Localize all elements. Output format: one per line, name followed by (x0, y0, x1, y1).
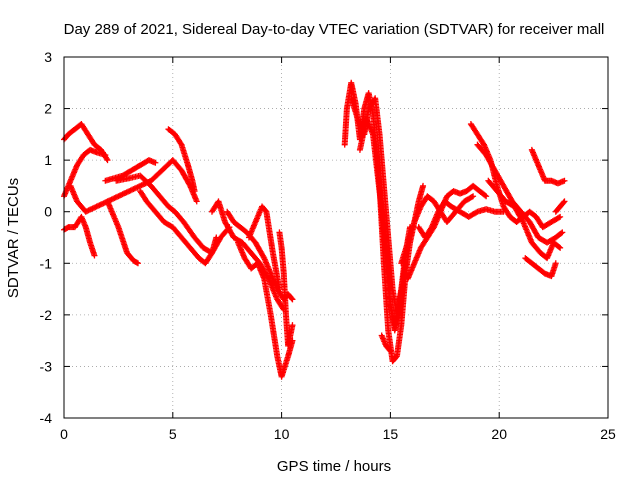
series-arc-9 (137, 188, 220, 267)
series-arc-7 (165, 126, 198, 195)
data-point (470, 193, 477, 200)
series-arc-19 (378, 332, 394, 354)
y-tick-label: 1 (44, 152, 52, 168)
data-point (191, 188, 198, 195)
data-point (561, 177, 568, 184)
data-point (552, 260, 559, 267)
data-point (560, 199, 567, 206)
y-tick-label: 0 (44, 204, 52, 220)
series-arc-13 (245, 203, 283, 293)
series-arc-1 (61, 121, 111, 164)
series-arc-26 (522, 255, 559, 280)
x-axis-title: GPS time / hours (277, 458, 391, 475)
series-arc-5 (102, 157, 159, 184)
plot-frame (63, 56, 609, 419)
y-tick-label: -3 (40, 358, 53, 374)
x-tick-label: 0 (60, 426, 68, 442)
data-point (473, 209, 480, 216)
chart-title: Day 289 of 2021, Sidereal Day-to-day VTE… (64, 21, 605, 38)
data-point (519, 217, 526, 224)
data-point (134, 260, 141, 267)
x-tick-label: 10 (274, 426, 290, 442)
data-point (387, 347, 394, 354)
series-arc-22 (415, 198, 507, 241)
data-point (561, 198, 568, 205)
data-point (91, 252, 98, 259)
data-point (208, 251, 215, 258)
series-arc-27 (528, 146, 568, 187)
data-point (104, 157, 111, 164)
data-point (386, 346, 393, 353)
data-point (289, 296, 296, 303)
data-point (468, 193, 475, 200)
series-arc-12 (235, 239, 296, 380)
data-point (557, 244, 564, 251)
series-arc-3 (61, 213, 98, 259)
data-point (260, 253, 267, 260)
data-point (288, 295, 295, 302)
series-arc-14 (276, 229, 296, 349)
data-point (102, 151, 109, 158)
data-point (556, 243, 563, 250)
data-point (482, 192, 489, 199)
series-arc-25 (485, 177, 564, 262)
data-point (420, 182, 427, 189)
data-point (559, 229, 566, 236)
y-tick-label: 2 (44, 101, 52, 117)
data-marks (61, 79, 568, 380)
data-point (289, 322, 296, 329)
y-tick-label: -1 (40, 255, 53, 271)
data-point (177, 140, 184, 147)
y-tick-label: 3 (44, 49, 52, 65)
data-point (193, 198, 200, 205)
series-arc-11 (224, 208, 296, 303)
data-point (152, 159, 159, 166)
series-arc-10 (208, 198, 287, 313)
data-point (555, 214, 562, 221)
x-tick-label: 5 (169, 426, 177, 442)
y-tick-label: -4 (40, 410, 53, 426)
data-point (103, 155, 110, 162)
series-arc-28 (552, 198, 568, 215)
y-tick-label: -2 (40, 307, 53, 323)
x-tick-label: 25 (600, 426, 616, 442)
data-point (213, 234, 220, 241)
data-point (276, 286, 283, 293)
data-point (558, 230, 565, 237)
data-point (483, 193, 490, 200)
series-arc-24 (474, 141, 566, 246)
data-point (557, 213, 564, 220)
series-arc-18 (376, 182, 427, 365)
axis-ticks: 0 5 10 15 20 25 -4 -3 -2 -1 0 1 2 3 (40, 49, 616, 442)
x-tick-label: 20 (491, 426, 507, 442)
y-axis-title: SDTVAR / TECUs (5, 178, 22, 298)
x-tick-label: 15 (383, 426, 399, 442)
